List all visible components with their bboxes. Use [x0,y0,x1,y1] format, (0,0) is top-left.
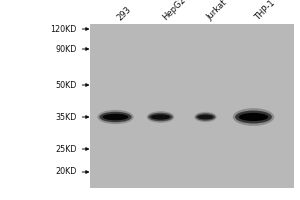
FancyBboxPatch shape [90,24,294,188]
Text: 90KD: 90KD [55,45,76,53]
Text: HepG2: HepG2 [160,0,187,22]
Ellipse shape [103,114,128,120]
Ellipse shape [233,108,274,126]
Ellipse shape [194,112,217,122]
Text: 20KD: 20KD [55,168,76,176]
Ellipse shape [239,113,268,121]
Ellipse shape [99,112,132,122]
Text: 35KD: 35KD [55,112,76,121]
Text: 120KD: 120KD [50,24,76,33]
Ellipse shape [151,114,170,120]
Ellipse shape [197,115,214,119]
Text: THP-1: THP-1 [254,0,277,22]
Text: 25KD: 25KD [55,144,76,154]
Text: Jurkat: Jurkat [206,0,229,22]
Ellipse shape [235,111,272,123]
Text: 50KD: 50KD [55,81,76,90]
Ellipse shape [98,110,134,124]
Ellipse shape [147,111,174,123]
Text: 293: 293 [116,4,133,22]
Ellipse shape [148,113,173,121]
Ellipse shape [196,113,215,121]
